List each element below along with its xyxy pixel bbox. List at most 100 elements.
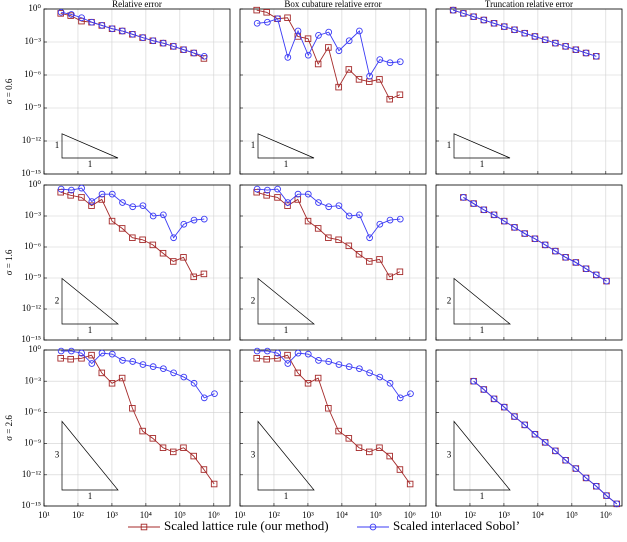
y-tick-label: 10⁻¹² [22, 469, 41, 479]
marker-square [335, 236, 342, 244]
marker-square [314, 60, 322, 68]
plot-frame [435, 184, 623, 341]
marker-circle [108, 25, 116, 33]
marker-square [180, 254, 187, 261]
marker-square [170, 448, 177, 456]
marker-circle [315, 32, 322, 39]
marker-circle [366, 369, 373, 377]
marker-circle [356, 211, 363, 219]
marker-circle [531, 235, 539, 243]
marker-circle [180, 46, 188, 54]
marker-circle [88, 360, 96, 367]
marker-circle [335, 361, 343, 368]
marker-circle [304, 350, 312, 358]
series-line [473, 380, 618, 505]
marker-circle [325, 358, 333, 365]
marker-circle [490, 211, 498, 219]
marker-square [274, 194, 281, 201]
marker-circle [253, 185, 261, 193]
marker-circle [490, 19, 498, 27]
x-tick-label: 10³ [106, 510, 118, 520]
marker-square [108, 380, 116, 387]
marker-circle [57, 347, 65, 355]
marker-circle [274, 349, 281, 357]
marker-square [345, 242, 353, 250]
slope-triangle [61, 420, 119, 491]
x-tick-label: 10⁴ [532, 510, 544, 520]
marker-circle [88, 18, 96, 26]
marker-circle [108, 350, 116, 358]
x-tick-label: 10⁶ [600, 510, 612, 520]
series-line [61, 11, 205, 57]
legend-label: Scaled lattice rule (our method) [164, 518, 329, 533]
marker-circle [470, 377, 477, 385]
x-tick-label: 10⁴ [336, 510, 348, 520]
marker-circle [129, 203, 137, 211]
marker-circle [562, 253, 569, 261]
marker-square [396, 466, 404, 473]
marker-square [180, 444, 187, 451]
marker-circle [200, 215, 208, 223]
x-tick-label: 10¹ [38, 510, 50, 520]
marker-circle [304, 51, 312, 59]
marker-circle [386, 216, 394, 224]
marker-square [263, 9, 270, 16]
marker-square [78, 355, 85, 362]
marker-circle [552, 39, 559, 47]
marker-circle [200, 52, 208, 60]
y-tick-label: 10⁻³ [25, 210, 42, 220]
marker-circle [170, 43, 177, 50]
marker-circle [460, 10, 467, 17]
marker-circle [541, 439, 549, 446]
slope-triangle [453, 133, 511, 159]
x-tick-label: 10⁵ [174, 510, 186, 520]
marker-circle [521, 230, 529, 237]
marker-square [325, 405, 332, 412]
y-tick-label: 10⁰ [28, 3, 41, 13]
marker-circle [264, 347, 271, 355]
marker-circle [603, 277, 610, 285]
y-tick-label: 10⁻³ [25, 36, 42, 46]
slope-run-label: 1 [480, 159, 485, 169]
slope-run-label: 1 [480, 325, 485, 335]
x-tick-label: 10¹ [430, 510, 442, 520]
marker-circle [180, 220, 188, 228]
y-tick-label: 10⁻⁹ [24, 272, 41, 282]
marker-circle [592, 482, 600, 490]
legend-label: Scaled interlaced Sobol’ [393, 518, 520, 533]
marker-square [129, 405, 136, 412]
marker-circle [369, 523, 377, 531]
marker-square [139, 236, 146, 244]
marker-square [325, 234, 332, 241]
plot-frame [239, 349, 427, 507]
marker-circle [345, 363, 353, 371]
marker-circle [541, 36, 549, 44]
marker-circle [386, 59, 394, 67]
y-axis-label: σ = 1.6 [4, 249, 14, 275]
marker-circle [500, 403, 508, 411]
y-axis-label: σ = 2.6 [4, 415, 14, 441]
y-tick-label: 10⁻¹⁵ [21, 500, 41, 510]
series-line [61, 350, 215, 399]
y-tick-label: 10⁰ [28, 179, 41, 189]
marker-square [88, 351, 95, 359]
plot-frame [435, 8, 623, 175]
marker-circle [592, 52, 600, 60]
slope-run-label: 1 [480, 491, 485, 501]
marker-circle [68, 186, 75, 194]
marker-circle [274, 15, 281, 23]
marker-square [129, 234, 136, 241]
marker-circle [582, 265, 590, 273]
marker-square [345, 435, 353, 442]
marker-circle [376, 56, 384, 63]
marker-circle [356, 27, 363, 35]
marker-circle [511, 26, 518, 34]
marker-circle [284, 54, 292, 61]
marker-circle [284, 199, 292, 206]
slope-rise-label: 2 [447, 295, 452, 305]
marker-circle [356, 365, 363, 373]
slope-rise-label: 3 [251, 450, 256, 460]
marker-circle [78, 14, 85, 22]
series-line [453, 9, 597, 57]
marker-square [78, 194, 85, 201]
